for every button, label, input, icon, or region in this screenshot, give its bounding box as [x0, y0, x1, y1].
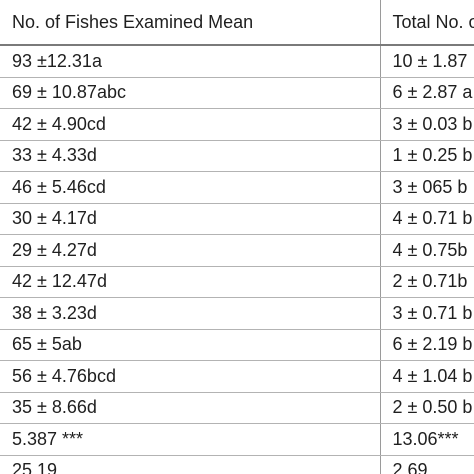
column-header-fishes-examined: No. of Fishes Examined Mean — [0, 0, 381, 46]
table-cell: 4 ± 0.75b — [380, 234, 474, 267]
table-cell: 38 ± 3.23d — [0, 297, 381, 330]
table-row: 46 ± 5.46cd 3 ± 065 b — [0, 171, 474, 204]
table-row: 35 ± 8.66d 2 ± 0.50 b — [0, 392, 474, 424]
table-row: 29 ± 4.27d 4 ± 0.75b — [0, 234, 474, 267]
table-cell: 42 ± 12.47d — [0, 266, 381, 298]
table-header-row: No. of Fishes Examined Mean Total No. of — [0, 0, 474, 46]
table-row: 42 ± 12.47d 2 ± 0.71b — [0, 266, 474, 298]
table-cell: 13.06*** — [380, 423, 474, 456]
table-row: 25.19 2.69 — [0, 455, 474, 474]
table-cell: 35 ± 8.66d — [0, 392, 381, 424]
table-cell: 2.69 — [380, 455, 474, 474]
table-row: 30 ± 4.17d 4 ± 0.71 b — [0, 203, 474, 235]
table-row: 5.387 *** 13.06*** — [0, 423, 474, 456]
table-cell: 69 ± 10.87abc — [0, 77, 381, 109]
table-cell: 2 ± 0.50 b — [380, 392, 474, 424]
table-row: 65 ± 5ab 6 ± 2.19 b — [0, 329, 474, 361]
table-cell: 42 ± 4.90cd — [0, 108, 381, 141]
table-row: 33 ± 4.33d 1 ± 0.25 b — [0, 140, 474, 172]
table-cell: 10 ± 1.87 — [380, 45, 474, 78]
table-cell: 30 ± 4.17d — [0, 203, 381, 235]
table-cell: 6 ± 2.87 a — [380, 77, 474, 109]
table-row: 69 ± 10.87abc 6 ± 2.87 a — [0, 77, 474, 109]
table-cell: 33 ± 4.33d — [0, 140, 381, 172]
table-cell: 25.19 — [0, 455, 381, 474]
column-header-total-no: Total No. of — [380, 0, 474, 46]
table-row: 42 ± 4.90cd 3 ± 0.03 b — [0, 108, 474, 141]
table-cell: 3 ± 0.71 b — [380, 297, 474, 330]
table-cell: 1 ± 0.25 b — [380, 140, 474, 172]
table-cell: 4 ± 0.71 b — [380, 203, 474, 235]
table-cell: 3 ± 0.03 b — [380, 108, 474, 141]
table-row: 56 ± 4.76bcd 4 ± 1.04 b — [0, 360, 474, 393]
table-row: 38 ± 3.23d 3 ± 0.71 b — [0, 297, 474, 330]
table-cell: 3 ± 065 b — [380, 171, 474, 204]
table-cell: 93 ±12.31a — [0, 45, 381, 78]
table-cell: 46 ± 5.46cd — [0, 171, 381, 204]
table-cell: 65 ± 5ab — [0, 329, 381, 361]
table-cell: 6 ± 2.19 b — [380, 329, 474, 361]
table-cell: 5.387 *** — [0, 423, 381, 456]
table-cell: 4 ± 1.04 b — [380, 360, 474, 393]
table-cell: 56 ± 4.76bcd — [0, 360, 381, 393]
table-cell: 29 ± 4.27d — [0, 234, 381, 267]
table-cell: 2 ± 0.71b — [380, 266, 474, 298]
table-row: 93 ±12.31a 10 ± 1.87 — [0, 45, 474, 78]
